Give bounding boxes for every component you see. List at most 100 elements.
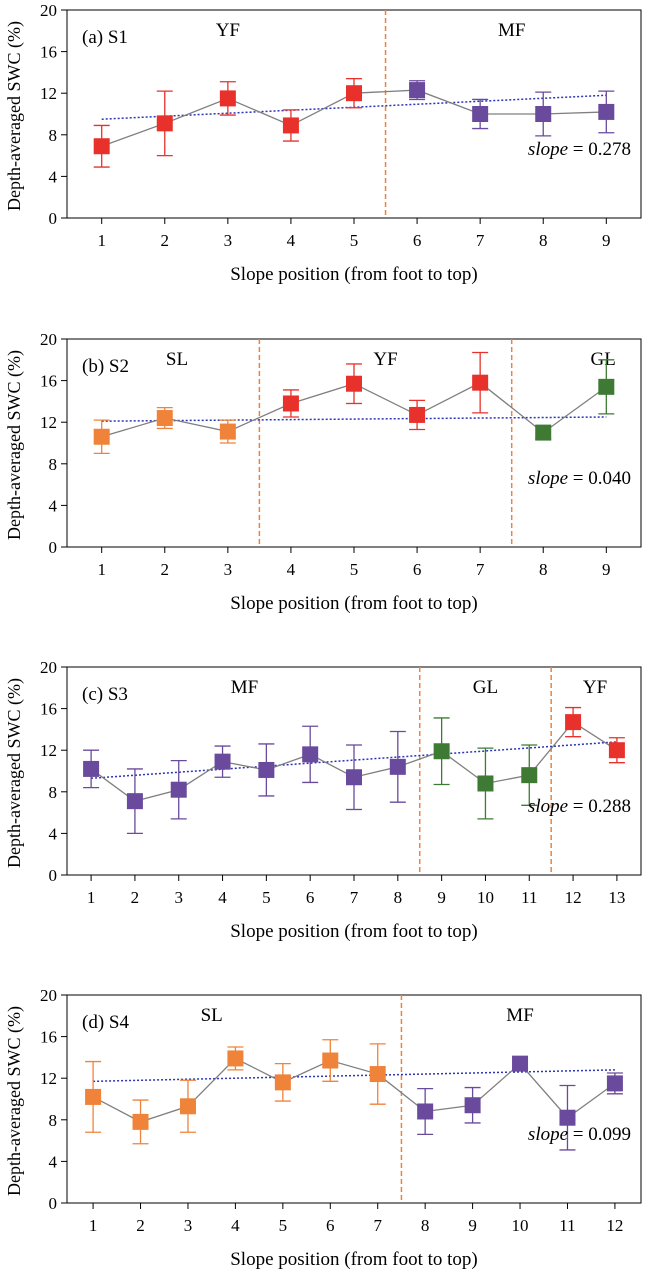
- x-tick-label: 7: [350, 888, 359, 907]
- data-point-sl: [322, 1052, 339, 1069]
- x-tick-label: 9: [437, 888, 446, 907]
- x-tick-label: 10: [477, 888, 494, 907]
- data-point-mf: [170, 781, 187, 798]
- zone-label-yf: YF: [216, 20, 240, 41]
- x-tick-label: 11: [559, 1216, 575, 1235]
- slope-label: slope: [528, 796, 568, 817]
- x-tick-label: 3: [224, 231, 233, 250]
- zone-label-mf: MF: [498, 20, 525, 41]
- trend-line: [101, 416, 607, 422]
- zone-label-mf: MF: [506, 1005, 533, 1026]
- y-tick-label: 12: [40, 84, 57, 103]
- y-tick-label: 8: [49, 126, 58, 145]
- y-tick-label: 4: [49, 1152, 58, 1171]
- data-point-mf: [559, 1109, 576, 1126]
- data-point-mf: [214, 753, 231, 770]
- data-point-sl: [219, 423, 236, 440]
- data-point-yf: [346, 85, 362, 102]
- x-tick-label: 1: [97, 560, 106, 579]
- y-tick-label: 16: [40, 43, 57, 62]
- data-point-gl: [477, 775, 494, 792]
- x-tick-label: 3: [224, 560, 233, 579]
- x-tick-label: 8: [421, 1216, 430, 1235]
- y-tick-label: 20: [40, 1, 57, 20]
- slope-value: = 0.288: [568, 796, 631, 817]
- y-axis-label: Depth-averaged SWC (%): [4, 350, 25, 540]
- slope-value: = 0.040: [568, 468, 631, 489]
- y-tick-label: 20: [40, 658, 57, 677]
- y-tick-label: 4: [49, 496, 58, 515]
- data-point-mf: [258, 761, 275, 778]
- y-tick-label: 12: [40, 1069, 57, 1088]
- x-tick-label: 13: [608, 888, 625, 907]
- data-point-sl: [85, 1088, 102, 1105]
- y-tick-label: 8: [49, 1111, 58, 1130]
- y-tick-label: 16: [40, 1028, 57, 1047]
- x-tick-label: 4: [231, 1216, 240, 1235]
- x-tick-label: 7: [476, 231, 485, 250]
- series-connector: [92, 1057, 616, 1123]
- x-tick-label: 8: [394, 888, 403, 907]
- data-point-yf: [472, 374, 489, 391]
- slope-annotation: slope = 0.288: [528, 796, 631, 817]
- data-point-yf: [409, 406, 426, 423]
- data-point-yf: [565, 714, 582, 731]
- x-tick-label: 8: [539, 231, 548, 250]
- data-point-mf: [83, 760, 100, 777]
- data-point-mf: [535, 106, 552, 122]
- x-tick-label: 9: [468, 1216, 477, 1235]
- x-tick-label: 11: [521, 888, 537, 907]
- data-point-yf: [93, 138, 110, 155]
- x-tick-label: 4: [287, 560, 296, 579]
- x-tick-label: 5: [350, 560, 359, 579]
- x-tick-label: 1: [87, 888, 96, 907]
- slope-label: slope: [528, 1124, 568, 1145]
- y-tick-label: 16: [40, 700, 57, 719]
- y-tick-label: 4: [49, 824, 58, 843]
- zone-label-yf: YF: [583, 677, 607, 698]
- x-tick-label: 2: [136, 1216, 145, 1235]
- x-tick-label: 9: [602, 560, 611, 579]
- y-tick-label: 8: [49, 783, 58, 802]
- x-tick-label: 5: [262, 888, 271, 907]
- x-tick-label: 8: [539, 560, 548, 579]
- y-tick-label: 0: [49, 1194, 58, 1213]
- zone-label-sl: SL: [201, 1005, 223, 1026]
- data-point-mf: [598, 103, 615, 120]
- x-tick-label: 4: [287, 231, 296, 250]
- x-tick-label: 1: [89, 1216, 98, 1235]
- panel-label: (d) S4: [82, 1012, 129, 1033]
- data-point-yf: [346, 375, 362, 392]
- slope-annotation: slope = 0.099: [528, 1124, 631, 1145]
- panel-label: (a) S1: [82, 27, 128, 48]
- panel-label: (c) S3: [82, 684, 128, 705]
- data-point-yf: [282, 117, 299, 134]
- slope-label: slope: [528, 468, 568, 489]
- data-point-gl: [598, 378, 615, 395]
- x-tick-label: 12: [606, 1216, 623, 1235]
- y-axis-label: Depth-averaged SWC (%): [4, 678, 25, 868]
- data-point-sl: [227, 1050, 244, 1067]
- data-point-sl: [274, 1074, 291, 1091]
- x-tick-label: 3: [184, 1216, 193, 1235]
- y-axis-label: Depth-averaged SWC (%): [4, 21, 25, 211]
- x-tick-label: 6: [413, 231, 422, 250]
- x-tick-label: 12: [565, 888, 582, 907]
- data-point-mf: [606, 1075, 623, 1092]
- x-tick-label: 9: [602, 231, 611, 250]
- y-axis-label: Depth-averaged SWC (%): [4, 1006, 25, 1196]
- y-tick-label: 20: [40, 986, 57, 1005]
- panel-label: (b) S2: [82, 356, 129, 377]
- slope-value: = 0.278: [568, 139, 631, 160]
- slope-annotation: slope = 0.040: [528, 468, 631, 489]
- x-tick-label: 6: [326, 1216, 335, 1235]
- data-point-yf: [219, 90, 236, 107]
- data-point-mf: [346, 769, 362, 786]
- data-point-mf: [512, 1055, 529, 1072]
- data-point-yf: [156, 115, 173, 132]
- x-tick-label: 6: [306, 888, 315, 907]
